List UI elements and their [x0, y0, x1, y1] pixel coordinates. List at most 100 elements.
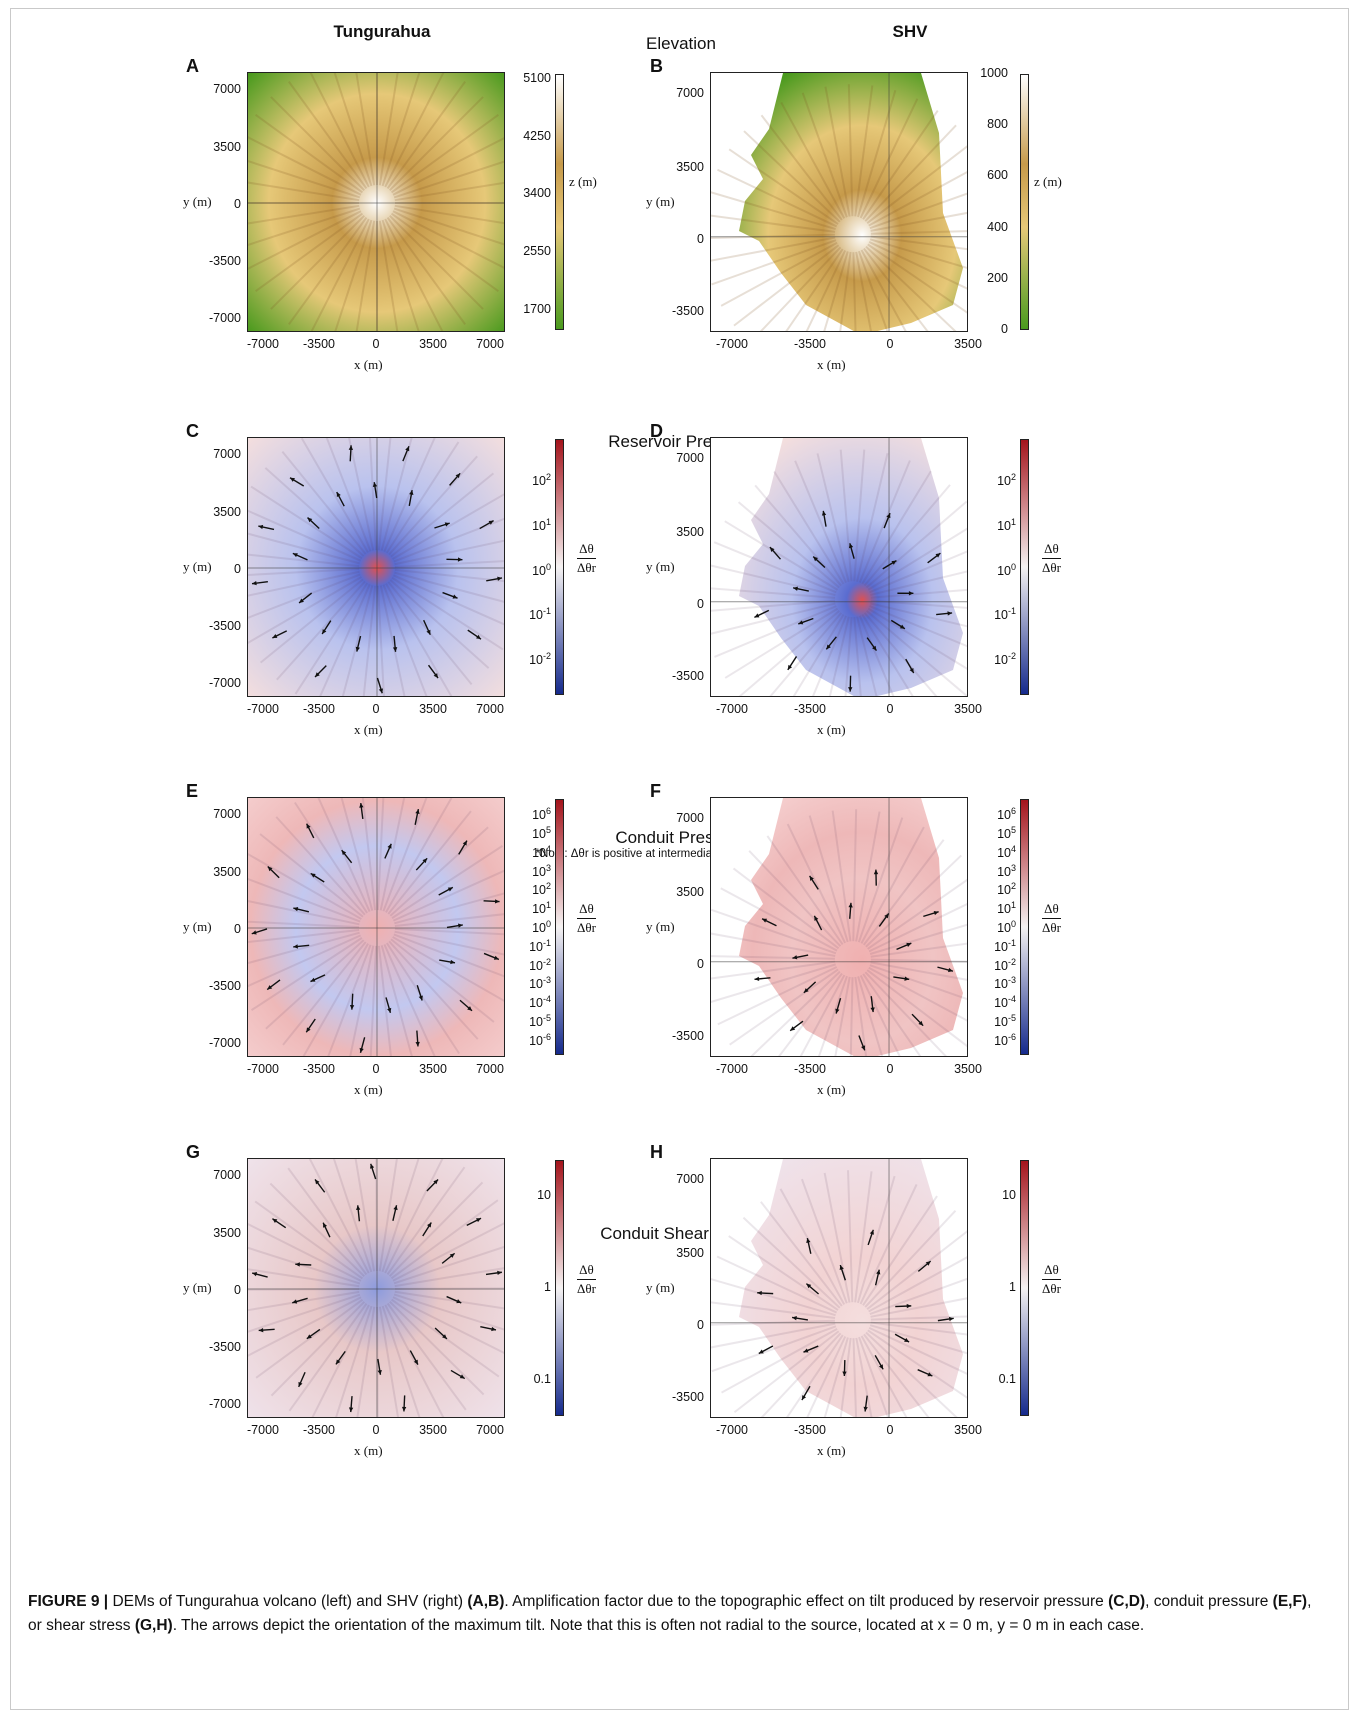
ridge-streak	[721, 1328, 838, 1394]
ridge-streak	[390, 114, 499, 194]
colorbar	[555, 74, 564, 330]
ridge-streak	[760, 1332, 842, 1417]
ridge-streak	[248, 1293, 361, 1333]
ridge-streak	[861, 613, 914, 696]
tilt-arrow-head	[415, 809, 420, 815]
ridge-streak	[302, 943, 369, 1056]
ridge-streak	[392, 210, 504, 269]
ridge-streak	[248, 567, 360, 576]
x-tick-label: 0	[886, 1423, 894, 1437]
ridge-streak	[393, 517, 504, 563]
map-panel-b	[710, 72, 968, 332]
tilt-arrow-head	[387, 1007, 392, 1013]
ridge-streak	[711, 214, 836, 233]
colorbar-tick: 103	[532, 862, 551, 879]
tilt-arrow-head	[409, 490, 414, 495]
ridge-streak	[870, 588, 967, 599]
map-svg	[711, 1159, 967, 1417]
tilt-arrow-head	[826, 644, 831, 650]
y-tick-label: -3500	[209, 619, 241, 633]
ridge-streak	[869, 923, 967, 955]
ratio-numerator: Δθ	[577, 1262, 596, 1280]
colorbar-tick: 10-5	[994, 1012, 1016, 1030]
ridge-streak	[711, 587, 836, 599]
y-axis-label: y (m)	[183, 194, 212, 209]
ridge-streak	[394, 930, 504, 956]
colorbar-tick: 10-3	[529, 975, 551, 992]
colorbar	[555, 439, 564, 695]
caption-ref-4: (G,H)	[134, 1617, 173, 1634]
tilt-arrow-head	[792, 1316, 797, 1321]
ridge-streak	[248, 928, 360, 944]
ridge-streak	[248, 934, 361, 988]
x-tick-label: 3500	[419, 337, 447, 351]
x-tick-label: 0	[372, 702, 380, 716]
ridge-streak	[720, 241, 838, 307]
ridge-streak	[716, 1255, 838, 1314]
tilt-arrow-head	[306, 823, 311, 829]
caption-text-5: . The arrows depict the orientation of t…	[172, 1617, 1145, 1634]
tilt-arrow-head	[787, 664, 793, 670]
y-tick-label: -7000	[209, 676, 241, 690]
ridge-streak	[378, 1306, 399, 1417]
tilt-arrow-head	[422, 858, 428, 864]
ridge-streak	[750, 970, 841, 1056]
tilt-arrow-head	[349, 1005, 355, 1010]
ridge-streak	[392, 137, 504, 196]
y-tick-label: -3500	[672, 1029, 704, 1043]
ridge-streak	[380, 945, 413, 1056]
tilt-arrow-head	[908, 591, 914, 596]
tilt-arrow-head	[348, 1407, 354, 1413]
colorbar-tick: 10-2	[529, 651, 551, 668]
ridge-streak	[869, 550, 967, 594]
y-tick-label: 0	[234, 197, 241, 211]
ridge-streak	[742, 1216, 841, 1309]
ridge-streak	[362, 585, 377, 696]
tilt-arrow-head	[878, 1364, 884, 1370]
ridge-streak	[381, 1159, 420, 1273]
ridge-streak	[270, 1301, 366, 1397]
caption-text-3: , conduit pressure	[1145, 1593, 1273, 1610]
ridge-streak	[382, 798, 428, 912]
y-axis-label: y (m)	[183, 559, 212, 574]
colorbar-tick: 0.1	[998, 1372, 1016, 1387]
ridge-streak	[860, 1335, 908, 1417]
ridge-streak	[867, 243, 967, 314]
tilt-arrow-head	[803, 1348, 809, 1353]
ridge-streak	[311, 1304, 370, 1417]
ridge-streak	[857, 250, 889, 331]
ridge-streak	[282, 941, 367, 1046]
ridge-streak	[816, 453, 850, 582]
ridge-streak	[248, 1268, 360, 1288]
ridge-streak	[760, 1201, 843, 1307]
tilt-arrow-head	[886, 513, 891, 519]
ridge-streak	[349, 945, 375, 1056]
figure-caption: FIGURE 9 | DEMs of Tungurahua volcano (l…	[28, 1590, 1328, 1638]
x-tick-label: 3500	[419, 1423, 447, 1437]
ridge-streak	[248, 509, 361, 562]
ridge-streak	[288, 1303, 368, 1412]
ridge-streak	[354, 1159, 376, 1272]
ridge-streak	[870, 1321, 967, 1336]
ridge-streak	[390, 1199, 499, 1280]
ridge-streak	[384, 218, 444, 331]
colorbar-tick: 400	[987, 219, 1008, 234]
tilt-arrow-head	[491, 1326, 497, 1332]
ridge-streak	[860, 826, 925, 944]
ridge-streak	[361, 798, 377, 911]
ridge-streak	[870, 211, 967, 232]
map-panel-e	[247, 797, 505, 1057]
map-svg	[711, 798, 967, 1056]
ridge-streak	[281, 450, 367, 555]
ridge-streak	[248, 573, 361, 619]
tilt-arrow-head	[341, 850, 347, 856]
ridge-streak	[711, 599, 836, 612]
tilt-arrow-head	[806, 1283, 812, 1289]
ridge-streak	[248, 204, 360, 225]
ridge-streak	[287, 1167, 368, 1276]
x-tick-label: -3500	[303, 1062, 335, 1076]
x-tick-label: -3500	[303, 337, 335, 351]
tilt-arrow-head	[323, 1222, 328, 1228]
y-tick-label: 7000	[676, 451, 704, 465]
ridge-streak	[728, 1235, 839, 1311]
